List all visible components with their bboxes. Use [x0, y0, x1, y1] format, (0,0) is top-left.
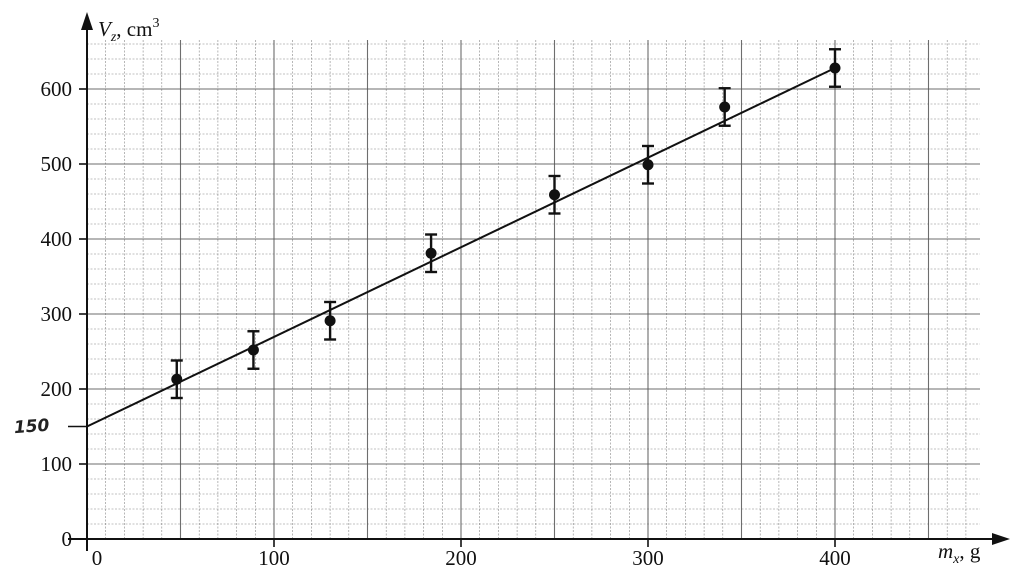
y-axis-arrow [81, 12, 93, 30]
data-points [170, 48, 841, 400]
data-point [247, 344, 259, 356]
fit-line [86, 67, 836, 428]
fit-line-group [68, 67, 836, 428]
x-tick-label: 100 [258, 546, 290, 570]
y-tick-label: 400 [41, 227, 73, 251]
data-point [642, 159, 654, 171]
y-axis-title: Vz, cm3 [98, 16, 159, 45]
x-tick-label: 200 [445, 546, 477, 570]
x-axis-arrow [992, 533, 1010, 545]
tick-labels: 0 100 200 300 400 500 600 0 100 200 300 400 [41, 77, 851, 570]
axes [68, 12, 1010, 551]
x-tick-label: 0 [92, 546, 103, 570]
grid [87, 40, 980, 539]
y-tick-label: 0 [62, 527, 73, 551]
y-tick-label: 500 [41, 152, 73, 176]
data-point [324, 315, 336, 327]
y-tick-label: 200 [41, 377, 73, 401]
data-point [549, 189, 560, 201]
x-axis-title: mx, g [938, 539, 981, 567]
x-tick-label: 400 [819, 546, 851, 570]
data-point [829, 62, 841, 74]
y-tick-label: 600 [41, 77, 73, 101]
data-point [425, 247, 437, 259]
y-tick-label: 100 [41, 452, 73, 476]
data-point [171, 373, 183, 385]
intercept-annotation: 150 [13, 416, 50, 438]
x-tick-label: 300 [632, 546, 664, 570]
y-tick-label: 300 [41, 302, 73, 326]
data-point [719, 101, 731, 113]
